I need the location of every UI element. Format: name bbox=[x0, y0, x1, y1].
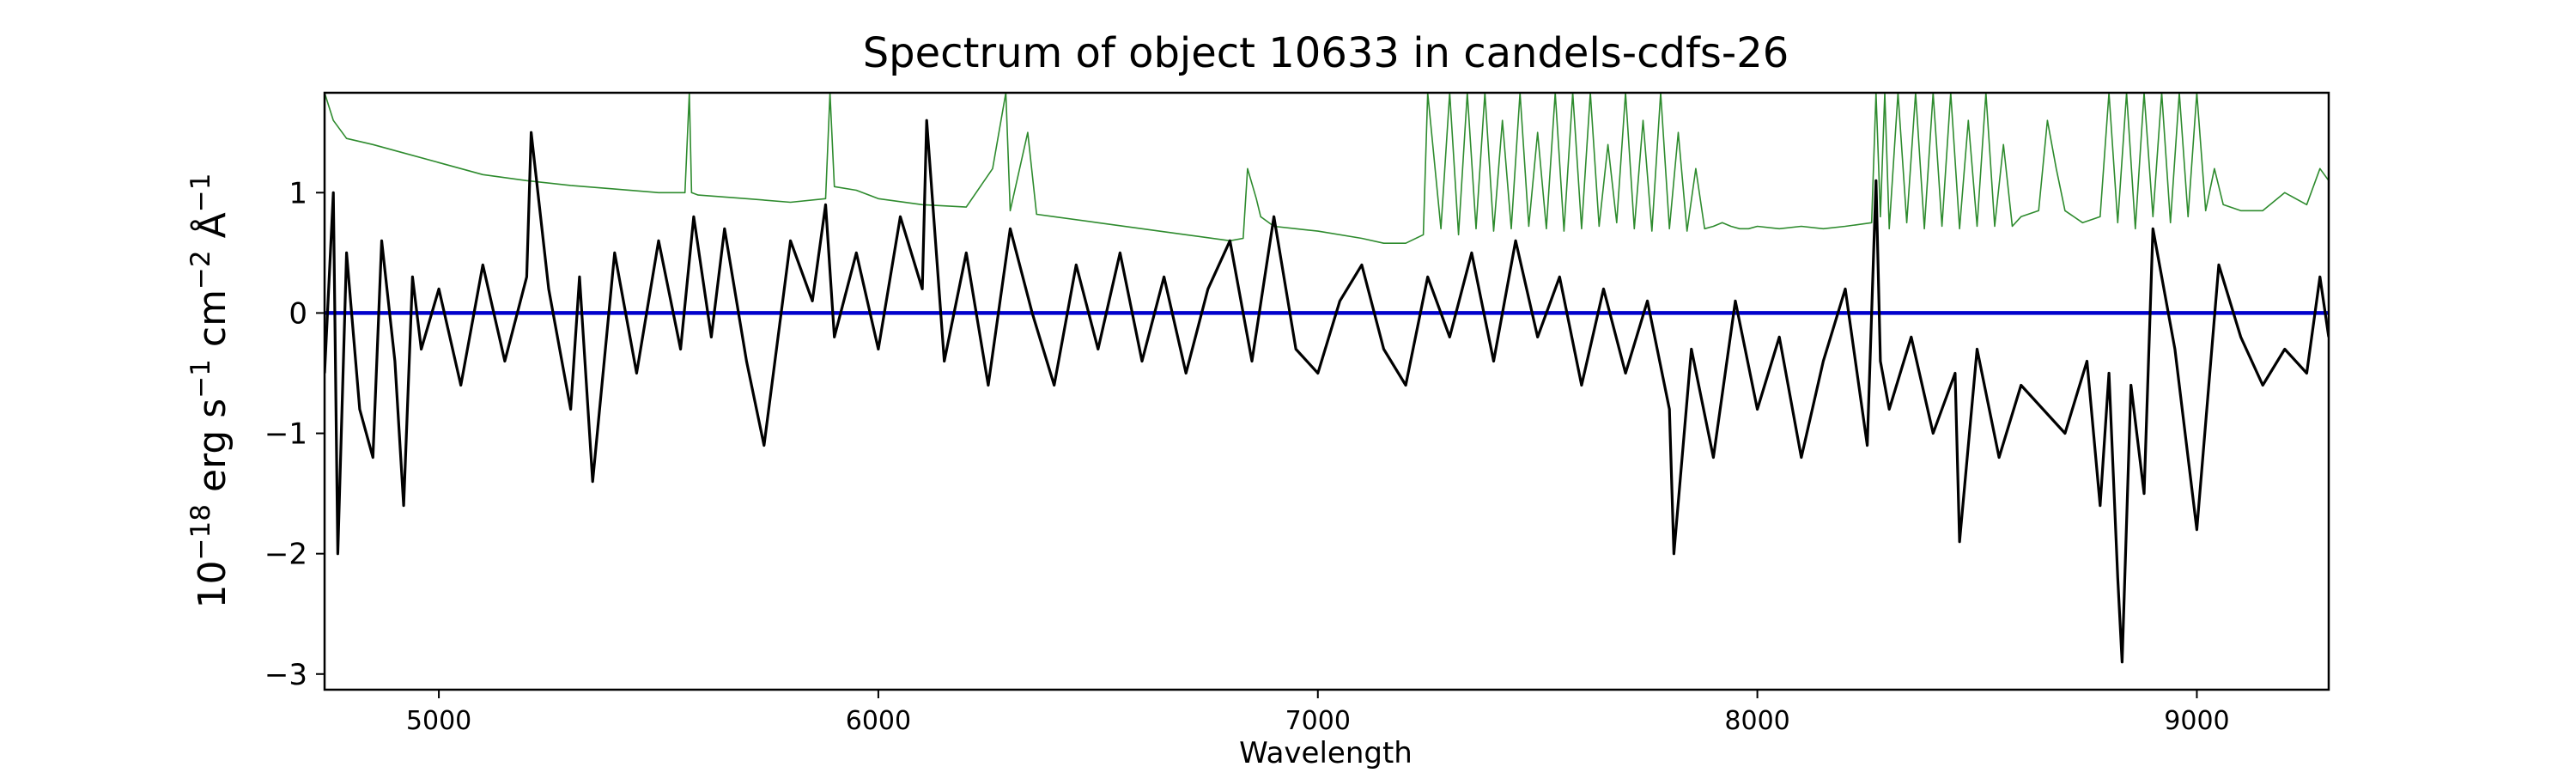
y-tick-label: −1 bbox=[264, 417, 307, 452]
y-axis: −3 −2 −1 0 1 bbox=[264, 176, 325, 692]
series-layer bbox=[325, 93, 2329, 664]
x-tick-label: 9000 bbox=[2164, 706, 2229, 736]
x-tick-label: 8000 bbox=[1724, 706, 1789, 736]
y-tick-label: −2 bbox=[264, 538, 307, 572]
y-tick-label: −3 bbox=[264, 658, 307, 692]
y-label-unit-1: erg s bbox=[191, 399, 234, 504]
y-label-unit-3-exp: −1 bbox=[185, 173, 216, 213]
series-line-noise bbox=[325, 93, 2329, 245]
y-label-unit-2: cm bbox=[191, 289, 234, 359]
y-axis-label: 10−18 erg s−1 cm−2 Å−1 bbox=[185, 173, 234, 609]
y-label-unit-3: Å bbox=[189, 212, 234, 250]
x-tick-label: 7000 bbox=[1285, 706, 1351, 736]
plot-frame bbox=[323, 91, 2330, 691]
y-label-unit-2-exp: −2 bbox=[185, 250, 216, 289]
x-tick-label: 5000 bbox=[406, 706, 471, 736]
y-label-unit-1-exp: −1 bbox=[185, 359, 216, 399]
chart-title: Spectrum of object 10633 in candels-cdfs… bbox=[863, 29, 1789, 77]
y-tick-label: 0 bbox=[289, 296, 307, 331]
y-label-exp: −18 bbox=[185, 504, 216, 560]
x-axis: 5000 6000 7000 8000 9000 bbox=[406, 690, 2230, 736]
x-axis-label: Wavelength bbox=[1239, 736, 1413, 770]
y-label-base: 10 bbox=[191, 560, 234, 608]
x-tick-label: 6000 bbox=[846, 706, 911, 736]
y-tick-label: 1 bbox=[289, 176, 307, 210]
series-line-flux bbox=[325, 119, 2329, 664]
